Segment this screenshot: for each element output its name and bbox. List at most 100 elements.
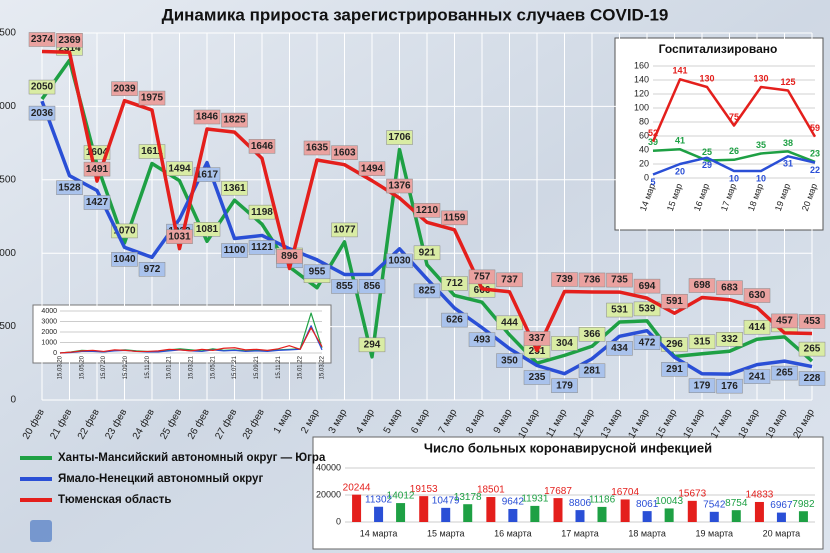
value-label: 444 bbox=[501, 317, 518, 328]
value-label-box bbox=[386, 178, 413, 194]
value-label-box bbox=[331, 222, 358, 238]
series-line bbox=[652, 148, 816, 164]
value-label-box bbox=[716, 332, 743, 347]
bar bbox=[709, 511, 719, 522]
value-label-box bbox=[551, 336, 578, 351]
value-label-box bbox=[688, 378, 716, 393]
value-label: 176 bbox=[721, 381, 738, 392]
value-label-box bbox=[523, 370, 551, 385]
y-tick-label: 3000 bbox=[41, 318, 57, 325]
value-label: 1100 bbox=[224, 245, 246, 256]
series-line bbox=[59, 327, 323, 354]
value-label: 757 bbox=[474, 272, 491, 283]
value-label: 315 bbox=[694, 336, 711, 347]
value-label-box bbox=[606, 341, 633, 356]
x-tick-label: 15.11.21 bbox=[276, 355, 282, 379]
legend-label: Тюменская область bbox=[58, 494, 171, 506]
x-tick-label: 15.01.21 bbox=[167, 355, 173, 379]
value-label-box bbox=[193, 222, 221, 237]
value-label-box bbox=[413, 245, 441, 261]
value-label-box bbox=[633, 278, 661, 294]
value-label: 1376 bbox=[388, 181, 411, 192]
bar bbox=[486, 497, 496, 522]
value-label-box bbox=[386, 130, 413, 145]
value-label-box bbox=[551, 272, 578, 287]
value-label: 1646 bbox=[251, 141, 274, 152]
value-label: 414 bbox=[749, 322, 766, 333]
x-tick-label: 20 марта bbox=[763, 528, 801, 538]
value-label: 1159 bbox=[444, 212, 466, 223]
value-label-box bbox=[468, 332, 496, 347]
value-label: 2050 bbox=[31, 82, 54, 93]
value-label: 18501 bbox=[477, 485, 505, 496]
x-tick-label: 14 марта bbox=[360, 528, 398, 538]
y-tick-label: 0 bbox=[53, 350, 57, 357]
value-label: 8061 bbox=[636, 499, 659, 510]
value-label: 1030 bbox=[388, 255, 411, 266]
value-label: 8806 bbox=[569, 498, 592, 509]
value-label: 38 bbox=[783, 138, 793, 148]
value-label: 52 bbox=[648, 128, 658, 138]
value-label: 1077 bbox=[333, 225, 356, 236]
value-label: 179 bbox=[556, 380, 573, 391]
y-tick-label: 140 bbox=[634, 74, 649, 84]
value-label: 11931 bbox=[521, 494, 549, 505]
y-tick-label: 120 bbox=[634, 88, 649, 98]
value-label: 855 bbox=[336, 281, 353, 292]
value-label: 735 bbox=[611, 275, 628, 286]
value-label-box bbox=[716, 280, 743, 295]
value-label-box bbox=[441, 312, 468, 328]
value-label-box bbox=[111, 81, 138, 96]
bar bbox=[508, 508, 518, 522]
value-label-box bbox=[331, 279, 358, 294]
value-label-box bbox=[551, 378, 578, 393]
y-tick-label: 60 bbox=[639, 130, 649, 140]
value-label: 296 bbox=[666, 339, 683, 350]
x-tick-label: 15.11.20 bbox=[145, 355, 151, 379]
value-label: 26 bbox=[729, 146, 739, 156]
hospital-panel bbox=[614, 37, 824, 231]
bar bbox=[530, 505, 540, 522]
value-label: 1825 bbox=[223, 115, 246, 126]
value-label-box bbox=[138, 262, 166, 277]
value-label: 11186 bbox=[589, 495, 616, 506]
value-label-box bbox=[248, 240, 276, 255]
value-label-box bbox=[83, 161, 111, 177]
value-label: 1604 bbox=[86, 147, 109, 158]
value-label: 434 bbox=[611, 343, 628, 354]
value-label-box bbox=[441, 276, 468, 291]
value-label-box bbox=[496, 353, 523, 368]
value-label: 130 bbox=[753, 73, 768, 83]
value-label: 457 bbox=[776, 316, 793, 327]
value-label-box bbox=[413, 283, 441, 299]
value-label-box bbox=[661, 362, 688, 377]
value-label: 130 bbox=[699, 73, 714, 83]
bar bbox=[664, 508, 674, 522]
value-label: 453 bbox=[804, 316, 821, 327]
value-label-box bbox=[56, 180, 83, 195]
y-tick-label: 0 bbox=[10, 395, 16, 406]
value-label-box bbox=[138, 90, 166, 106]
value-label-box bbox=[303, 140, 331, 156]
x-tick-label: 15.07.21 bbox=[232, 355, 238, 379]
value-label: 739 bbox=[556, 274, 573, 285]
value-label: 1635 bbox=[306, 143, 329, 154]
value-label: 20 bbox=[675, 166, 685, 176]
value-label-box bbox=[248, 139, 276, 154]
value-label: 1040 bbox=[113, 254, 136, 265]
value-label: 19153 bbox=[410, 484, 438, 495]
value-label: 1494 bbox=[168, 163, 191, 174]
value-label-box bbox=[798, 371, 826, 386]
x-tick-label: 17 марта bbox=[561, 528, 599, 538]
bar bbox=[352, 494, 362, 522]
value-label-box bbox=[633, 335, 661, 350]
value-label: 1528 bbox=[58, 182, 81, 193]
value-label-box bbox=[28, 105, 56, 121]
value-label: 955 bbox=[309, 266, 326, 277]
value-label: 2039 bbox=[113, 83, 136, 94]
y-tick-label: 100 bbox=[634, 102, 649, 112]
value-label-box bbox=[688, 334, 716, 350]
y-tick-label: 2500 bbox=[0, 28, 16, 39]
value-label: 1031 bbox=[168, 231, 191, 242]
